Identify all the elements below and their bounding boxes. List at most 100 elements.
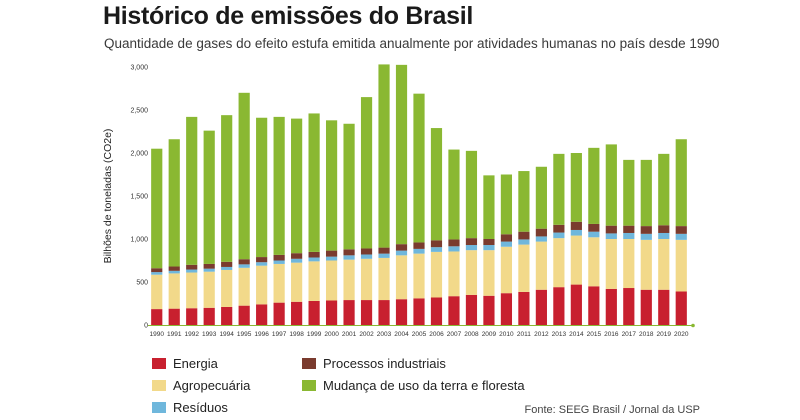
x-tick-label: 2001: [342, 331, 357, 338]
x-tick-label: 1999: [307, 331, 322, 338]
legend-swatch: [302, 358, 316, 369]
bar-segment: [186, 269, 198, 273]
bar-segment: [553, 224, 565, 233]
bar-segment: [465, 238, 478, 246]
bar-segment: [675, 139, 687, 227]
bar-segment: [168, 308, 180, 325]
bar-segment: [413, 253, 425, 299]
x-tick-label: 2006: [429, 331, 444, 338]
x-tick-label: 2013: [552, 331, 567, 338]
bar-segment: [413, 298, 425, 325]
bar-segment: [570, 229, 582, 236]
bar-segment: [151, 148, 163, 269]
bar-segment: [675, 239, 687, 292]
x-tick-label: 2017: [622, 331, 637, 338]
x-tick-label: 1995: [237, 331, 252, 338]
bar-segment: [448, 246, 460, 252]
bar-segment: [623, 232, 635, 239]
bar-segment: [291, 258, 303, 263]
bar-segment: [448, 149, 460, 240]
bar-segment: [186, 308, 198, 325]
bar-segment: [360, 258, 373, 301]
bar-segment: [430, 128, 443, 241]
bar-segment: [658, 289, 670, 325]
bar-segment: [675, 226, 687, 234]
x-tick-label: 2002: [359, 331, 374, 338]
x-tick-label: 1991: [167, 331, 182, 338]
bar-segment: [430, 251, 443, 298]
bar-segment: [343, 249, 355, 256]
bar-segment: [308, 261, 320, 301]
legend-label: Processos industriais: [323, 356, 446, 371]
bar-segment: [518, 244, 530, 292]
bar-segment: [518, 231, 530, 240]
chart-subtitle: Quantidade de gases do efeito estufa emi…: [104, 36, 720, 51]
bar-segment: [325, 300, 338, 325]
bar-segment: [500, 246, 513, 294]
bar-segment: [256, 265, 268, 305]
bar-segment: [151, 309, 163, 325]
bar-segment: [308, 251, 320, 258]
bar-segment: [186, 272, 198, 309]
bar-segment: [465, 294, 478, 325]
bar-segment: [483, 175, 495, 239]
bar-segment: [325, 250, 338, 257]
bar-segment: [448, 239, 460, 247]
bar-segment: [500, 234, 513, 242]
bar-segment: [605, 233, 617, 239]
x-tick-label: 2009: [482, 331, 497, 338]
legend: Energia Processos industriais Agropecuária…: [152, 356, 572, 418]
bar-segment: [343, 300, 355, 325]
bar-segment: [605, 239, 617, 289]
y-tick-label: 1,500: [130, 194, 148, 201]
bar-segment: [448, 251, 460, 297]
bar-segment: [273, 116, 285, 255]
x-tick-label: 1994: [219, 331, 234, 338]
bar-segment: [378, 64, 390, 248]
x-tick-label: 2008: [464, 331, 479, 338]
bar-segment: [273, 260, 285, 264]
bar-segment: [256, 257, 268, 263]
bar-segment: [238, 259, 250, 265]
bar-segment: [535, 228, 547, 237]
bar-segment: [483, 239, 495, 246]
bar-segment: [518, 291, 530, 325]
bar-segment: [395, 244, 408, 251]
y-tick-label: 500: [136, 280, 148, 287]
bar-segment: [570, 284, 582, 325]
x-tick-label: 2004: [394, 331, 409, 338]
bar-segment: [500, 241, 513, 247]
bar-segment: [553, 238, 565, 288]
bar-segment: [221, 115, 233, 262]
bar-segment: [151, 274, 163, 310]
x-tick-label: 2000: [324, 331, 339, 338]
x-tick-label: 1996: [254, 331, 269, 338]
x-tick-label: 1998: [289, 331, 304, 338]
legend-item: Processos industriais: [302, 356, 446, 371]
legend-swatch: [302, 380, 316, 391]
bar-segment: [658, 239, 670, 290]
bar-segment: [256, 262, 268, 266]
bar-segment: [256, 117, 268, 258]
legend-item: Resíduos: [152, 400, 228, 415]
bar-segment: [640, 233, 652, 240]
bar-segment: [658, 153, 670, 226]
x-tick-label: 2018: [639, 331, 654, 338]
bar-segment: [535, 289, 547, 325]
bar-segment: [535, 236, 547, 242]
bar-segment: [640, 239, 652, 290]
x-tick-label: 2012: [534, 331, 549, 338]
bar-segment: [588, 147, 600, 224]
bar-segment: [570, 221, 582, 230]
bar-segment: [291, 301, 303, 325]
legend-label: Agropecuária: [173, 378, 251, 393]
bar-segment: [325, 120, 338, 251]
bar-segment: [588, 231, 600, 238]
legend-swatch: [152, 402, 166, 413]
bar-segment: [291, 118, 303, 254]
bar-segment: [273, 263, 285, 303]
bar-segment: [430, 297, 443, 325]
bar-segment: [640, 289, 652, 325]
legend-label: Resíduos: [173, 400, 228, 415]
bar-segment: [203, 307, 215, 325]
